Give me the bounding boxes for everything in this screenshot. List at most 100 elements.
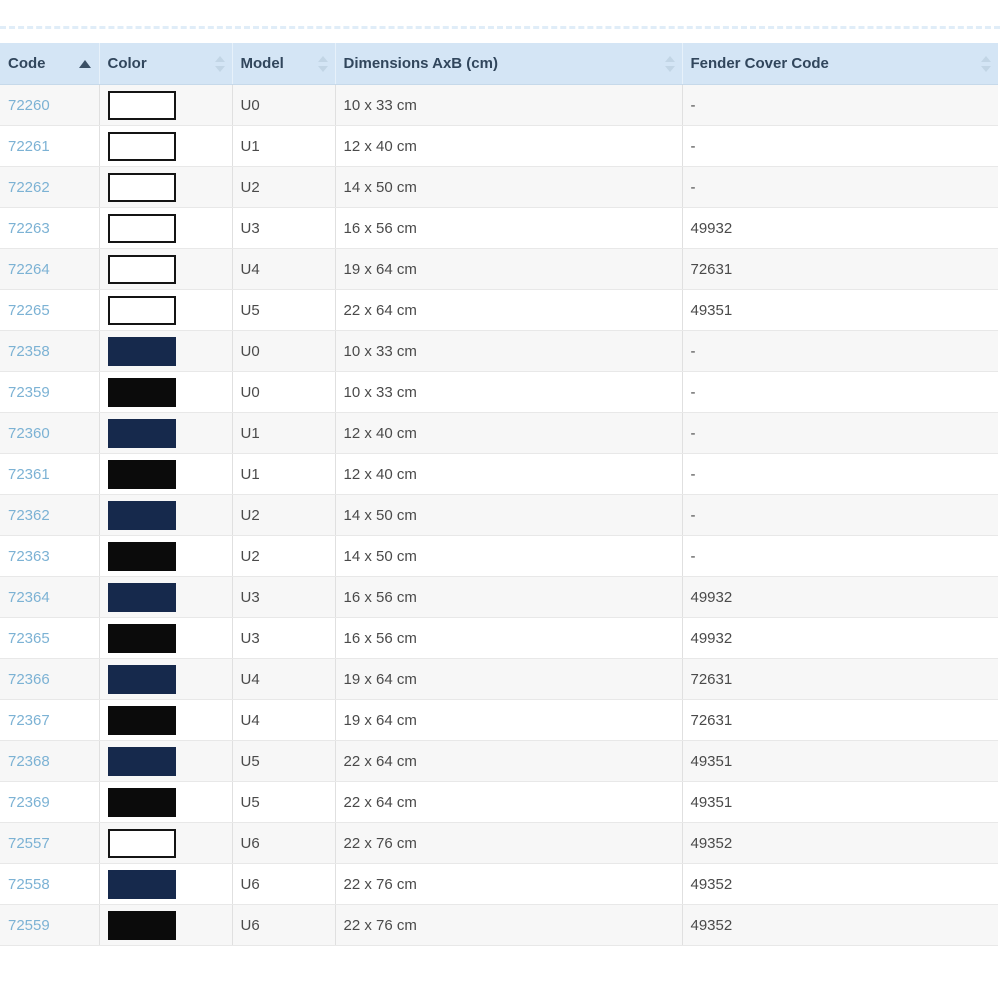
dimensions-cell: 16 x 56 cm	[335, 207, 683, 249]
dimensions-cell-text: 22 x 64 cm	[343, 752, 417, 770]
product-code-link[interactable]: 72367	[8, 711, 50, 729]
fender-cover-code-cell: 72631	[682, 248, 998, 290]
dimensions-cell: 10 x 33 cm	[335, 330, 683, 372]
model-cell-text: U1	[240, 465, 260, 483]
model-cell-text: U6	[240, 916, 260, 934]
code-cell: 72369	[0, 781, 100, 823]
table-row: 72362 U2 14 x 50 cm -	[0, 494, 998, 536]
table-header-row: Code Color Model Dimensions AxB (cm) Fender …	[0, 43, 998, 85]
table-row: 72260 U0 10 x 33 cm -	[0, 84, 998, 126]
product-code-link[interactable]: 72261	[8, 137, 50, 155]
product-code-link[interactable]: 72360	[8, 424, 50, 442]
table-row: 72363 U2 14 x 50 cm -	[0, 535, 998, 577]
color-swatch-navy	[107, 869, 176, 899]
fender-cover-code-cell-text: 49932	[690, 629, 733, 647]
column-header-fender-cover-code[interactable]: Fender Cover Code	[682, 43, 998, 85]
color-swatch-navy	[107, 746, 176, 776]
model-cell: U6	[232, 904, 336, 946]
dimensions-cell-text: 10 x 33 cm	[343, 342, 417, 360]
product-code-link[interactable]: 72362	[8, 506, 50, 524]
color-cell	[99, 863, 233, 905]
sort-toggle-icon	[664, 55, 676, 73]
product-code-link[interactable]: 72265	[8, 301, 50, 319]
model-cell: U2	[232, 494, 336, 536]
color-swatch-black	[107, 541, 176, 571]
product-code-link[interactable]: 72264	[8, 260, 50, 278]
column-header-code[interactable]: Code	[0, 43, 100, 85]
table-row: 72265 U5 22 x 64 cm 49351	[0, 289, 998, 331]
model-cell-text: U0	[240, 342, 260, 360]
sort-ascending-icon	[78, 59, 91, 68]
product-code-link[interactable]: 72359	[8, 383, 50, 401]
dimensions-cell: 10 x 33 cm	[335, 84, 683, 126]
model-cell: U5	[232, 289, 336, 331]
code-cell: 72364	[0, 576, 100, 618]
product-code-link[interactable]: 72263	[8, 219, 50, 237]
dimensions-cell: 12 x 40 cm	[335, 125, 683, 167]
dimensions-cell: 14 x 50 cm	[335, 166, 683, 208]
fender-cover-code-cell-text: -	[690, 465, 696, 483]
product-code-link[interactable]: 72358	[8, 342, 50, 360]
dimensions-cell: 16 x 56 cm	[335, 617, 683, 659]
column-header-model[interactable]: Model	[232, 43, 336, 85]
model-cell: U3	[232, 617, 336, 659]
model-cell-text: U5	[240, 793, 260, 811]
code-cell: 72359	[0, 371, 100, 413]
fender-cover-code-cell-text: 72631	[690, 260, 733, 278]
fender-cover-code-cell-text: -	[690, 383, 696, 401]
product-code-link[interactable]: 72260	[8, 96, 50, 114]
product-code-link[interactable]: 72363	[8, 547, 50, 565]
color-cell	[99, 125, 233, 167]
fender-cover-code-cell-text: 49351	[690, 793, 733, 811]
table-row: 72366 U4 19 x 64 cm 72631	[0, 658, 998, 700]
product-code-link[interactable]: 72361	[8, 465, 50, 483]
color-swatch-black	[107, 910, 176, 940]
fender-cover-code-cell: 49352	[682, 904, 998, 946]
model-cell-text: U3	[240, 219, 260, 237]
code-cell: 72361	[0, 453, 100, 495]
fender-cover-code-cell-text: 49352	[690, 916, 733, 934]
fender-product-table: Code Color Model Dimensions AxB (cm) Fender …	[0, 43, 998, 946]
table-row: 72358 U0 10 x 33 cm -	[0, 330, 998, 372]
product-code-link[interactable]: 72364	[8, 588, 50, 606]
dimensions-cell-text: 19 x 64 cm	[343, 670, 417, 688]
table-row: 72368 U5 22 x 64 cm 49351	[0, 740, 998, 782]
fender-cover-code-cell: -	[682, 84, 998, 126]
model-cell-text: U5	[240, 301, 260, 319]
color-swatch-black	[107, 459, 176, 489]
code-cell: 72367	[0, 699, 100, 741]
model-cell-text: U0	[240, 383, 260, 401]
color-cell	[99, 904, 233, 946]
product-code-link[interactable]: 72559	[8, 916, 50, 934]
table-row: 72361 U1 12 x 40 cm -	[0, 453, 998, 495]
code-cell: 72559	[0, 904, 100, 946]
fender-cover-code-cell-text: 49932	[690, 588, 733, 606]
product-code-link[interactable]: 72557	[8, 834, 50, 852]
dimensions-cell-text: 22 x 76 cm	[343, 834, 417, 852]
product-code-link[interactable]: 72558	[8, 875, 50, 893]
column-header-color[interactable]: Color	[99, 43, 233, 85]
product-code-link[interactable]: 72369	[8, 793, 50, 811]
fender-cover-code-cell-text: -	[690, 547, 696, 565]
product-code-link[interactable]: 72262	[8, 178, 50, 196]
code-cell: 72368	[0, 740, 100, 782]
dimensions-cell: 19 x 64 cm	[335, 658, 683, 700]
product-code-link[interactable]: 72365	[8, 629, 50, 647]
column-header-dimensions-axb-cm[interactable]: Dimensions AxB (cm)	[335, 43, 683, 85]
table-row: 72360 U1 12 x 40 cm -	[0, 412, 998, 454]
dimensions-cell-text: 22 x 76 cm	[343, 875, 417, 893]
dimensions-cell: 19 x 64 cm	[335, 248, 683, 290]
model-cell: U5	[232, 740, 336, 782]
fender-cover-code-cell: 49932	[682, 207, 998, 249]
model-cell: U4	[232, 699, 336, 741]
model-cell-text: U6	[240, 875, 260, 893]
product-code-link[interactable]: 72366	[8, 670, 50, 688]
product-code-link[interactable]: 72368	[8, 752, 50, 770]
fender-cover-code-cell: 49351	[682, 781, 998, 823]
fender-cover-code-cell-text: 49351	[690, 301, 733, 319]
fender-cover-code-cell: 49932	[682, 617, 998, 659]
color-swatch-white	[107, 131, 176, 161]
dimensions-cell-text: 14 x 50 cm	[343, 547, 417, 565]
dimensions-cell-text: 14 x 50 cm	[343, 506, 417, 524]
fender-cover-code-cell-text: -	[690, 96, 696, 114]
